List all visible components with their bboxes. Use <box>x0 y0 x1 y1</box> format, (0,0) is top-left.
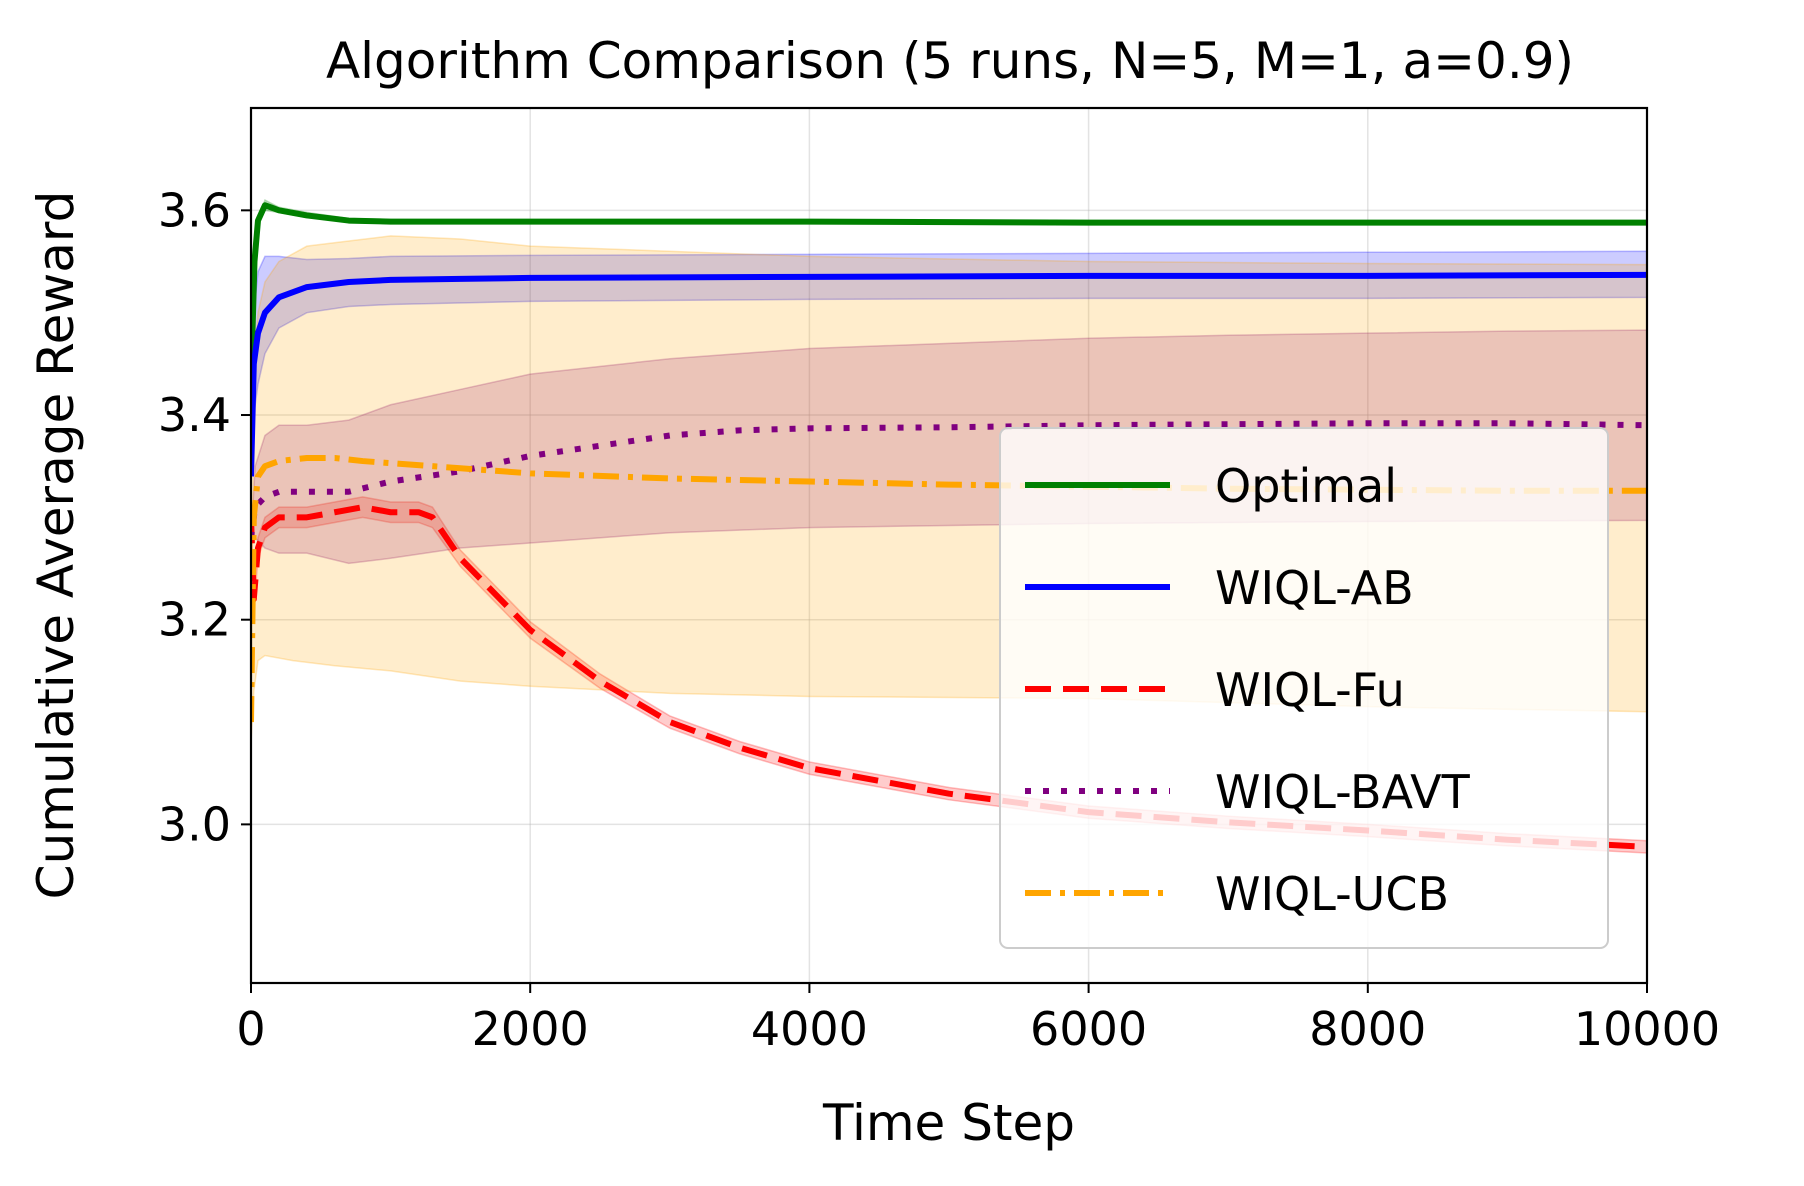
x-tick-label-0: 0 <box>236 1002 265 1056</box>
legend-box <box>999 427 1609 949</box>
line-wiql-ab <box>251 271 1647 477</box>
x-axis-ticks: 0 2000 4000 6000 8000 10000 <box>236 983 1720 1056</box>
x-tick-label-1: 2000 <box>472 1002 589 1056</box>
legend-label-wiql-bavt: WIQL-BAVT <box>1215 765 1471 819</box>
legend-label-wiql-fu: WIQL-Fu <box>1215 663 1405 717</box>
band-wiql-fu <box>251 496 1647 854</box>
confidence-bands <box>251 199 1647 854</box>
legend: Optimal WIQL-AB WIQL-Fu WIQL-BAVT WIQL-UCB <box>999 427 1609 949</box>
line-optimal <box>251 202 1647 385</box>
y-tick-label-2: 3.4 <box>158 388 231 442</box>
x-tick-label-5: 10000 <box>1574 1002 1720 1056</box>
plot-frame <box>249 106 1649 985</box>
y-axis-label: Cumulative Average Reward <box>27 191 85 900</box>
legend-label-optimal: Optimal <box>1215 459 1397 513</box>
y-tick-label-1: 3.2 <box>158 593 231 647</box>
legend-label-wiql-ab: WIQL-AB <box>1215 561 1414 615</box>
y-tick-label-0: 3.0 <box>158 797 231 851</box>
line-wiql-ucb <box>251 455 1647 723</box>
x-tick-label-2: 4000 <box>751 1002 868 1056</box>
x-tick-label-4: 8000 <box>1309 1002 1426 1056</box>
band-optimal <box>251 199 1647 385</box>
y-tick-label-3: 3.6 <box>158 183 231 237</box>
legend-label-wiql-ucb: WIQL-UCB <box>1215 867 1449 921</box>
x-tick-label-3: 6000 <box>1030 1002 1147 1056</box>
chart-title: Algorithm Comparison (5 runs, N=5, M=1, … <box>326 32 1574 90</box>
y-axis-ticks: 3.0 3.2 3.4 3.6 <box>158 183 251 851</box>
x-axis-label: Time Step <box>822 1094 1075 1152</box>
